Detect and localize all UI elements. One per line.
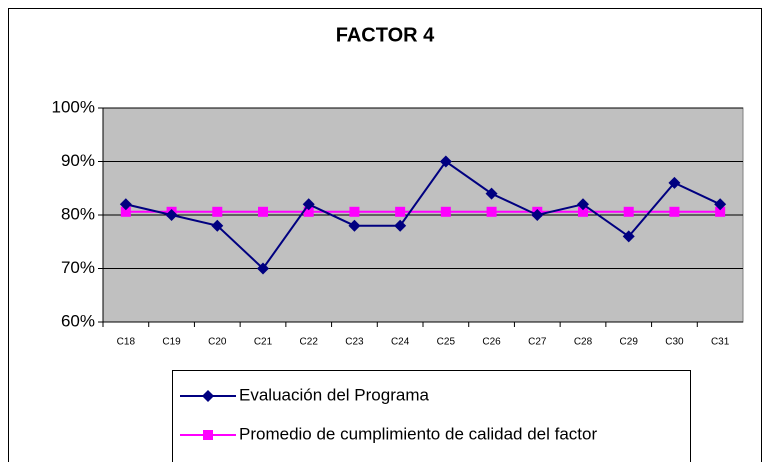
series-line: [125, 160, 721, 271]
legend-label: Promedio de cumplimiento de calidad del …: [239, 424, 597, 443]
x-tick-label: C24: [391, 337, 410, 348]
y-tick-label: 90%: [61, 151, 95, 170]
point: [668, 176, 681, 189]
x-tick-label: C18: [117, 337, 136, 348]
x-tick-label: C31: [711, 337, 730, 348]
point: [714, 198, 727, 211]
point: [119, 198, 132, 211]
x-tick-label: C26: [482, 337, 501, 348]
point: [439, 155, 452, 168]
y-tick-label: 60%: [61, 311, 95, 330]
y-tick-label: 70%: [61, 258, 95, 277]
legend-marker: [202, 390, 214, 402]
point: [395, 206, 406, 217]
point: [486, 206, 497, 217]
point: [120, 206, 131, 217]
point: [622, 230, 635, 243]
x-tick-label: C30: [665, 337, 684, 348]
point: [440, 206, 451, 217]
point: [485, 187, 498, 200]
point: [211, 219, 224, 232]
y-tick-label: 80%: [61, 204, 95, 223]
point: [531, 209, 544, 221]
x-tick-label: C23: [345, 337, 364, 348]
legend-label: Evaluación del Programa: [239, 385, 429, 404]
point: [348, 219, 361, 232]
x-tick-label: C20: [208, 337, 227, 348]
point: [303, 206, 314, 217]
x-tick-label: C22: [300, 337, 319, 348]
legend-marker: [203, 430, 213, 440]
point: [258, 206, 268, 217]
point: [623, 206, 634, 217]
x-tick-label: C25: [437, 337, 456, 348]
point: [349, 206, 360, 217]
x-tick-label: C27: [528, 337, 547, 348]
x-tick-label: C28: [574, 337, 593, 348]
point: [165, 209, 178, 221]
point: [302, 198, 315, 211]
y-tick-label: 100%: [52, 97, 95, 116]
point: [578, 206, 588, 217]
x-tick-label: C29: [620, 337, 639, 348]
legend: [172, 370, 691, 462]
point: [669, 206, 680, 217]
point: [715, 206, 726, 217]
chart-title: FACTOR 4: [336, 24, 435, 46]
point: [394, 219, 407, 232]
point: [212, 206, 223, 217]
x-tick-label: C21: [254, 337, 273, 348]
point: [577, 198, 589, 211]
x-tick-label: C19: [162, 337, 181, 348]
point: [257, 262, 269, 275]
